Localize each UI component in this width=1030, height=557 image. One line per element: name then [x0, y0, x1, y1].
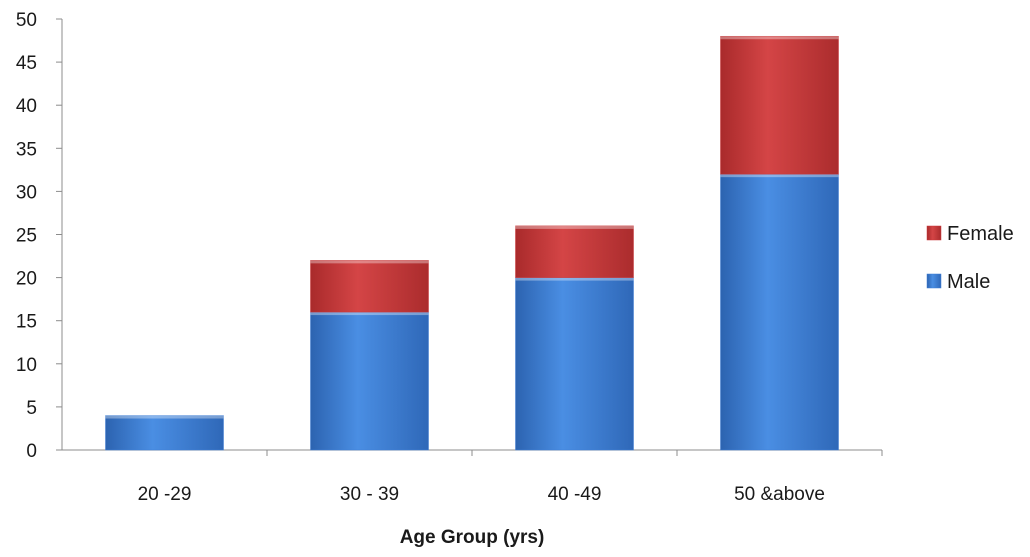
- legend-swatch-female: [927, 226, 941, 240]
- bar-female: [721, 36, 839, 174]
- legend-label-male: Male: [947, 271, 990, 293]
- bar-highlight: [516, 226, 634, 229]
- bar-highlight: [516, 278, 634, 281]
- x-axis-title: Age Group (yrs): [400, 527, 545, 548]
- x-category-label: 30 - 39: [340, 484, 399, 505]
- bar-highlight: [311, 312, 429, 315]
- x-category-label: 40 -49: [548, 484, 602, 505]
- y-tick-label: 30: [16, 182, 37, 203]
- y-tick-label: 5: [26, 398, 37, 419]
- y-tick-label: 10: [16, 355, 37, 376]
- y-tick-label: 20: [16, 269, 37, 290]
- x-category-label: 50 &above: [734, 484, 825, 505]
- legend-swatch-male: [927, 274, 941, 288]
- y-tick-label: 15: [16, 312, 37, 333]
- y-tick-label: 35: [16, 139, 37, 160]
- legend-label-female: Female: [947, 223, 1014, 245]
- bar-highlight: [721, 36, 839, 39]
- bar-male: [311, 312, 429, 450]
- y-tick-label: 50: [16, 10, 37, 31]
- y-tick-label: 0: [26, 441, 37, 462]
- bar-male: [721, 174, 839, 450]
- y-tick-label: 40: [16, 96, 37, 117]
- bar-female: [311, 260, 429, 312]
- y-tick-label: 45: [16, 53, 37, 74]
- bar-highlight: [106, 416, 224, 419]
- bar-highlight: [721, 174, 839, 177]
- bar-female: [516, 226, 634, 278]
- bar-highlight: [311, 260, 429, 263]
- bar-male: [106, 416, 224, 450]
- x-category-label: 20 -29: [138, 484, 192, 505]
- bar-male: [516, 278, 634, 450]
- y-tick-label: 25: [16, 226, 37, 247]
